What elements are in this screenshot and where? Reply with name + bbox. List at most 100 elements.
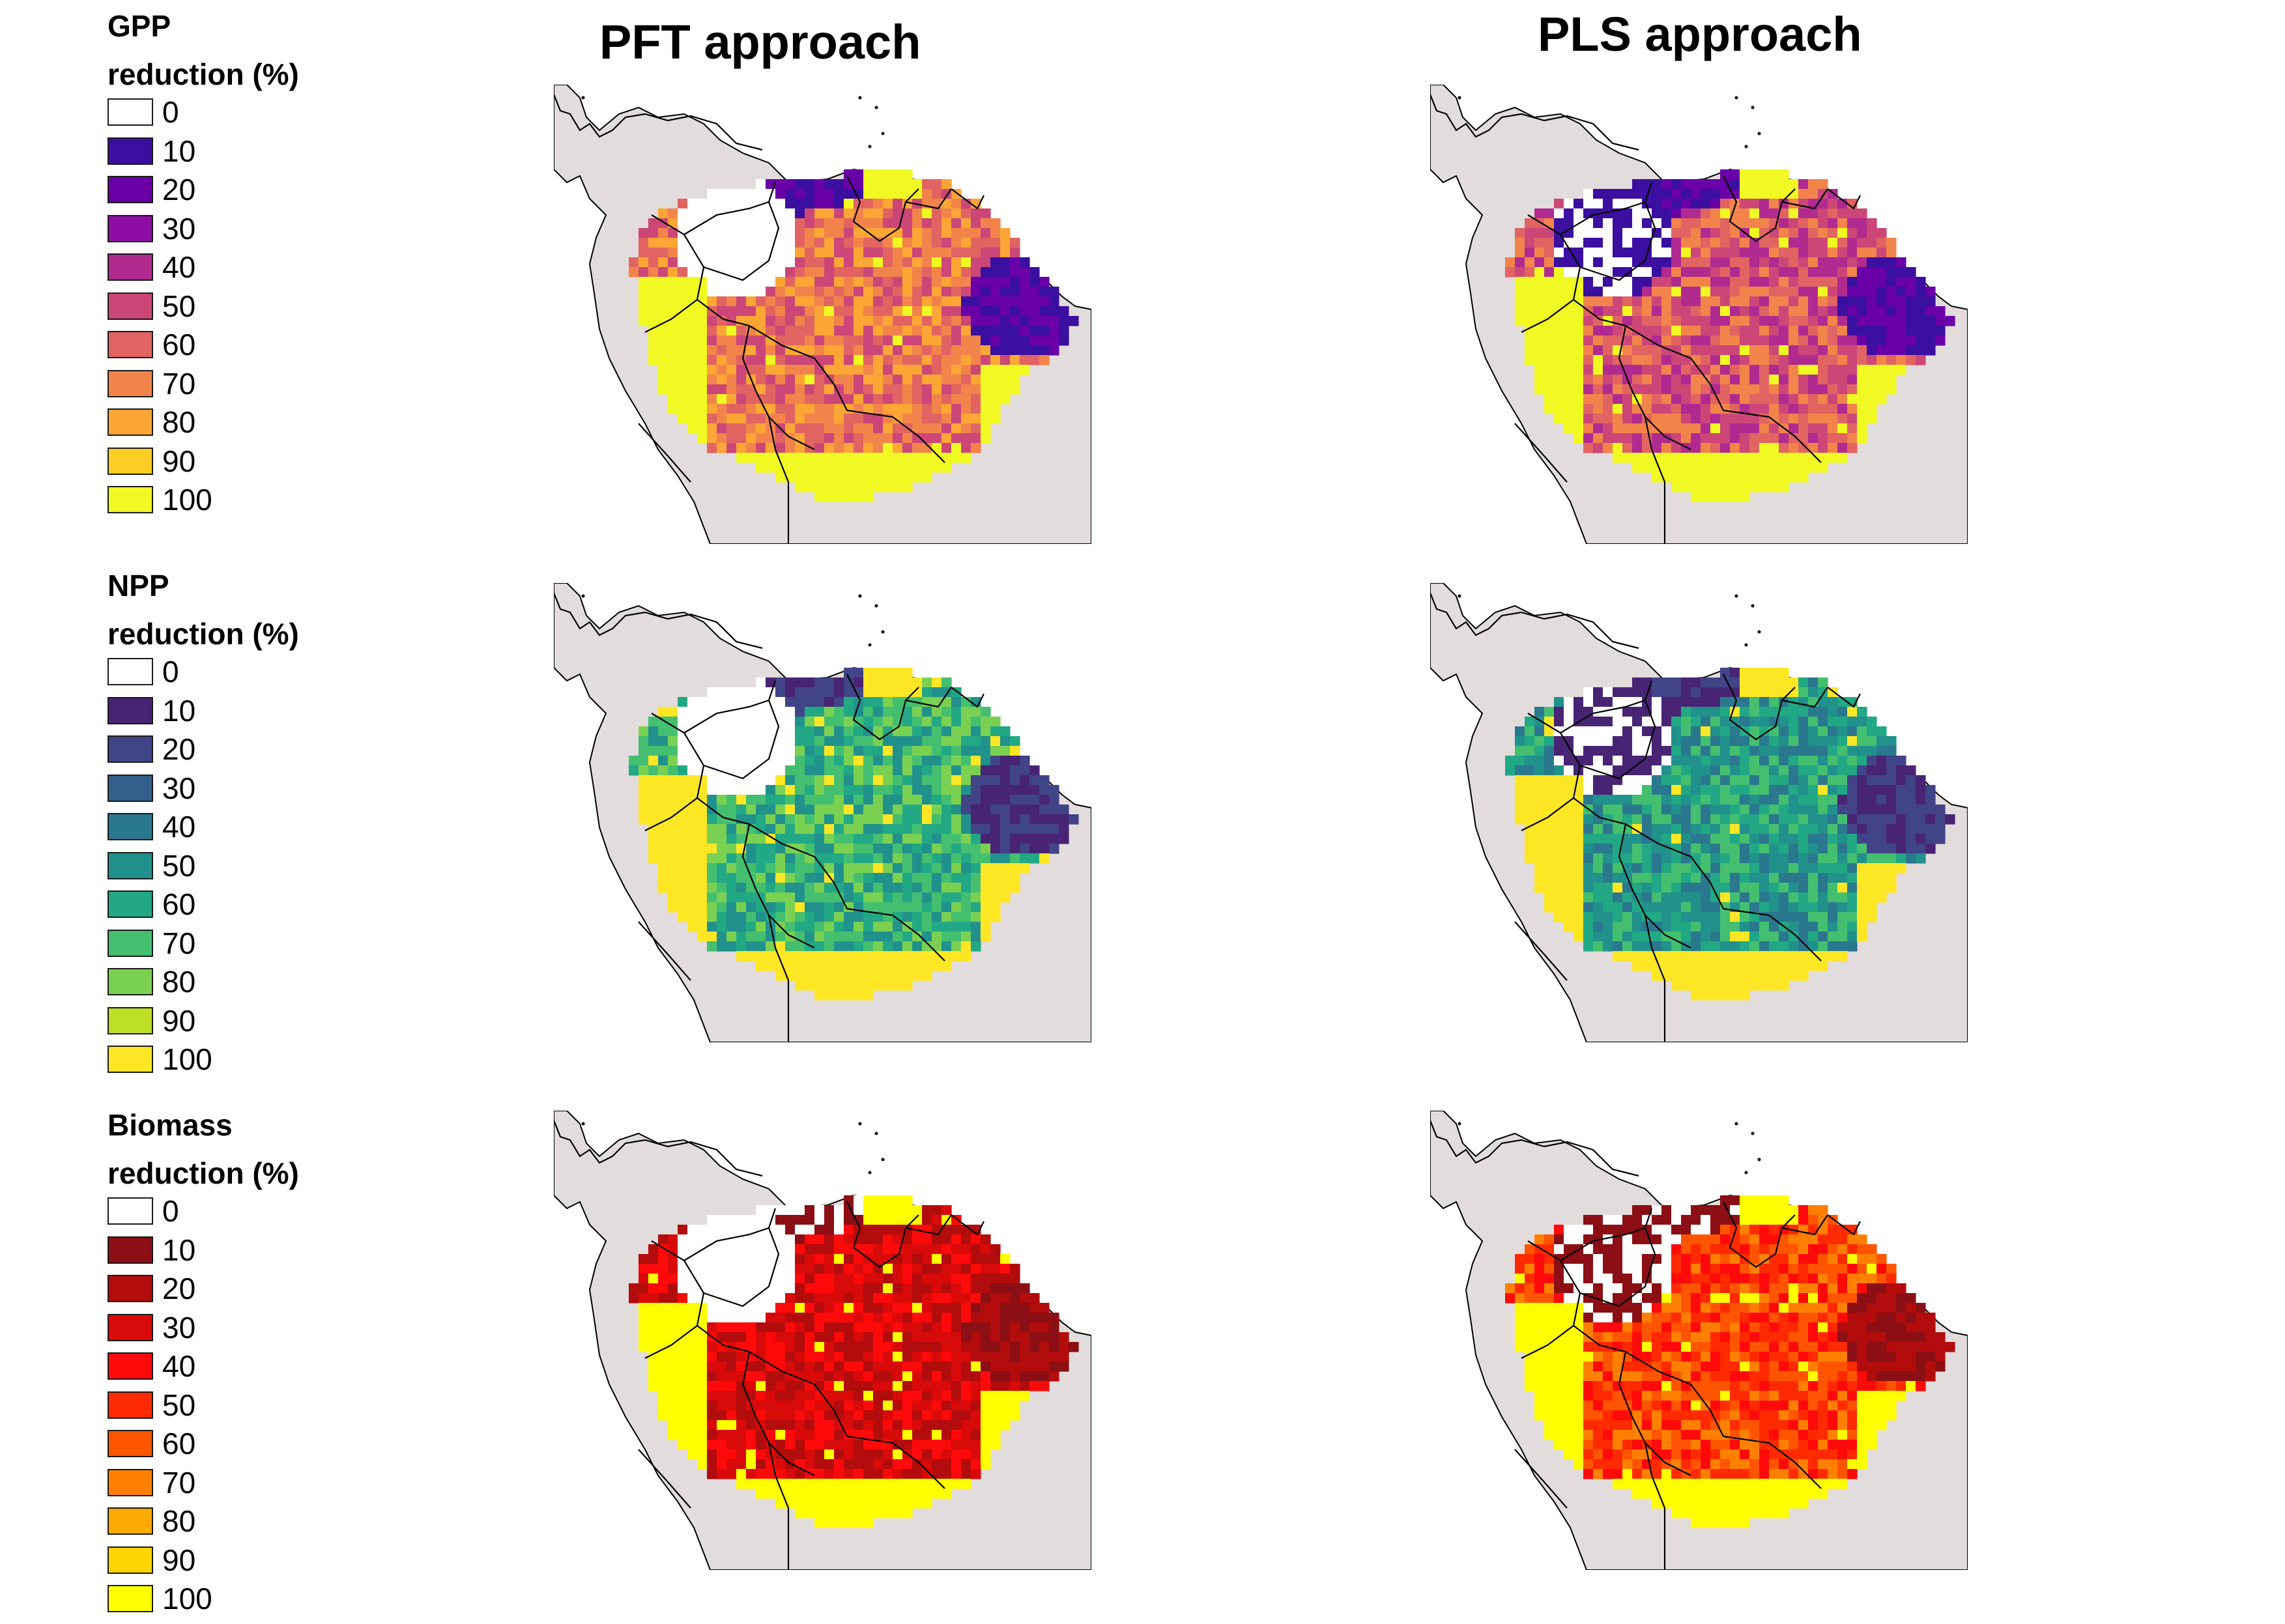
country-border: [644, 1240, 705, 1359]
country-border: [1644, 1442, 1666, 1570]
country-border: [697, 797, 848, 909]
legend-label: 100: [162, 1582, 212, 1616]
map-svg: [554, 583, 1091, 1042]
legend-entry: 60: [108, 328, 299, 370]
reduction-raster: [629, 1195, 1079, 1528]
legend-label: 10: [162, 1232, 196, 1267]
map-svg: [1430, 1111, 1968, 1570]
legend-entry: 30: [108, 1311, 299, 1353]
country-border: [1723, 409, 1822, 463]
country-border: [741, 325, 815, 450]
country-border: [768, 915, 790, 1042]
legend-entry: 100: [108, 1582, 299, 1624]
country-border: [1573, 797, 1724, 909]
country-border: [905, 1214, 952, 1236]
island: [1751, 106, 1755, 109]
legend-label: 0: [162, 655, 179, 689]
legend-entry: 30: [108, 212, 299, 254]
country-border: [1644, 915, 1666, 1042]
biomass-legend-title: Biomass: [108, 1108, 233, 1142]
island: [1458, 96, 1461, 100]
island: [1757, 630, 1761, 634]
island: [1734, 1122, 1738, 1126]
country-border: [1644, 416, 1666, 544]
island: [868, 643, 872, 647]
pft-approach-title: PFT approach: [599, 15, 921, 69]
island: [1751, 1132, 1755, 1135]
country-border: [638, 423, 691, 483]
country-border: [697, 1325, 848, 1437]
island: [874, 604, 878, 608]
legend-swatch: [108, 253, 153, 281]
npp-legend-subtitle: reduction (%): [108, 617, 299, 651]
reduction-raster: [1505, 668, 1955, 1001]
map-svg: [554, 85, 1091, 544]
country-border: [1781, 1214, 1828, 1236]
country-border: [703, 680, 780, 780]
island: [1744, 1171, 1748, 1175]
legend-label: 70: [162, 1465, 196, 1500]
legend-swatch: [108, 1391, 153, 1419]
legend-label: 40: [162, 810, 196, 844]
country-border: [638, 1449, 691, 1509]
country-border: [697, 299, 848, 411]
reduction-raster: [1505, 169, 1955, 502]
legend-entry: 70: [108, 926, 299, 969]
map-svg: [554, 1111, 1091, 1570]
country-border: [1573, 1325, 1724, 1437]
country-border: [951, 188, 984, 210]
legend-entry: 20: [108, 732, 299, 775]
country-border: [1560, 201, 1646, 235]
legend-label: 70: [162, 926, 196, 960]
legend-label: 40: [162, 250, 196, 284]
legend-entry: 60: [108, 1427, 299, 1469]
legend-swatch: [108, 696, 153, 724]
island: [874, 106, 878, 109]
legend-label: 20: [162, 732, 196, 766]
country-border: [1514, 1449, 1568, 1509]
npp-legend: NPP reduction (%) 0 10 20 30 40 50 60 70 80 90 100: [108, 562, 299, 1085]
legend-entry: 40: [108, 810, 299, 852]
biomass-legend-subtitle: reduction (%): [108, 1156, 299, 1190]
legend-entry: 0: [108, 1194, 299, 1236]
coastline: [1430, 592, 1639, 649]
legend-entry: 0: [108, 655, 299, 697]
country-border: [1723, 907, 1822, 962]
country-border: [768, 1442, 790, 1570]
country-border: [638, 921, 691, 981]
legend-label: 90: [162, 1543, 196, 1577]
island: [1734, 594, 1738, 598]
legend-swatch: [108, 408, 153, 436]
legend-swatch: [108, 774, 153, 802]
island: [874, 1132, 878, 1135]
legend-entry: 100: [108, 1042, 299, 1085]
island: [1734, 96, 1738, 100]
country-border: [1579, 182, 1656, 281]
country-border: [1579, 1208, 1656, 1307]
biomass-pft-map: [554, 1111, 1091, 1570]
legend-swatch: [108, 1507, 153, 1535]
reduction-raster: [629, 169, 1079, 502]
legend-label: 30: [162, 771, 196, 805]
legend-label: 30: [162, 1310, 196, 1345]
legend-label: 50: [162, 848, 196, 883]
coastline: [554, 1120, 763, 1177]
legend-swatch: [108, 1313, 153, 1341]
legend-swatch: [108, 1430, 153, 1457]
legend-swatch: [108, 968, 153, 995]
island: [868, 145, 872, 149]
legend-label: 50: [162, 289, 196, 323]
country-border: [1514, 921, 1568, 981]
country-border: [683, 1227, 769, 1261]
legend-swatch: [108, 1236, 153, 1264]
legend-swatch: [108, 1197, 153, 1225]
country-border: [703, 1208, 780, 1307]
legend-swatch: [108, 1352, 153, 1380]
legend-label: 100: [162, 483, 212, 517]
legend-entry: 40: [108, 250, 299, 292]
npp-pls-map: [1430, 583, 1968, 1042]
legend-label: 0: [162, 95, 179, 129]
island: [858, 594, 862, 598]
legend-swatch: [108, 447, 153, 475]
country-border: [1827, 687, 1861, 708]
